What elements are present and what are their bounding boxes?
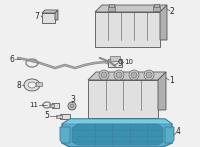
Polygon shape	[60, 127, 70, 143]
Circle shape	[131, 72, 137, 78]
Circle shape	[101, 72, 107, 78]
Polygon shape	[62, 119, 172, 147]
Bar	[36, 82, 42, 86]
Polygon shape	[24, 79, 40, 91]
Circle shape	[70, 104, 74, 108]
Circle shape	[68, 102, 76, 110]
Bar	[88, 80, 158, 118]
Circle shape	[116, 72, 122, 78]
Bar	[56, 115, 62, 118]
Text: 6: 6	[9, 55, 14, 64]
Circle shape	[114, 70, 124, 80]
Bar	[154, 4, 159, 7]
Text: 4: 4	[176, 127, 181, 137]
Polygon shape	[42, 10, 58, 13]
Bar	[42, 13, 55, 23]
Circle shape	[129, 70, 139, 80]
Text: 9: 9	[118, 59, 123, 67]
Text: 10: 10	[124, 59, 133, 65]
Bar	[108, 6, 115, 11]
Circle shape	[146, 72, 152, 78]
Bar	[52, 103, 59, 108]
Polygon shape	[95, 5, 167, 12]
Circle shape	[144, 70, 154, 80]
Circle shape	[99, 70, 109, 80]
Text: 2: 2	[170, 6, 175, 15]
Text: 5: 5	[44, 112, 49, 121]
Bar	[110, 56, 120, 61]
Bar	[95, 12, 160, 47]
Bar	[109, 4, 114, 7]
Polygon shape	[55, 10, 58, 20]
Polygon shape	[165, 127, 174, 143]
Text: 1: 1	[169, 76, 174, 85]
Polygon shape	[160, 5, 167, 40]
Polygon shape	[158, 72, 166, 110]
Text: 3: 3	[71, 96, 75, 105]
Bar	[60, 114, 70, 119]
Bar	[49, 104, 54, 107]
Bar	[153, 6, 160, 11]
Text: 7: 7	[34, 11, 39, 20]
Text: 11: 11	[29, 102, 38, 108]
Polygon shape	[88, 72, 166, 80]
Polygon shape	[28, 82, 36, 88]
Polygon shape	[72, 124, 163, 145]
Polygon shape	[62, 119, 172, 124]
Text: 8: 8	[16, 81, 21, 90]
Bar	[108, 59, 122, 67]
